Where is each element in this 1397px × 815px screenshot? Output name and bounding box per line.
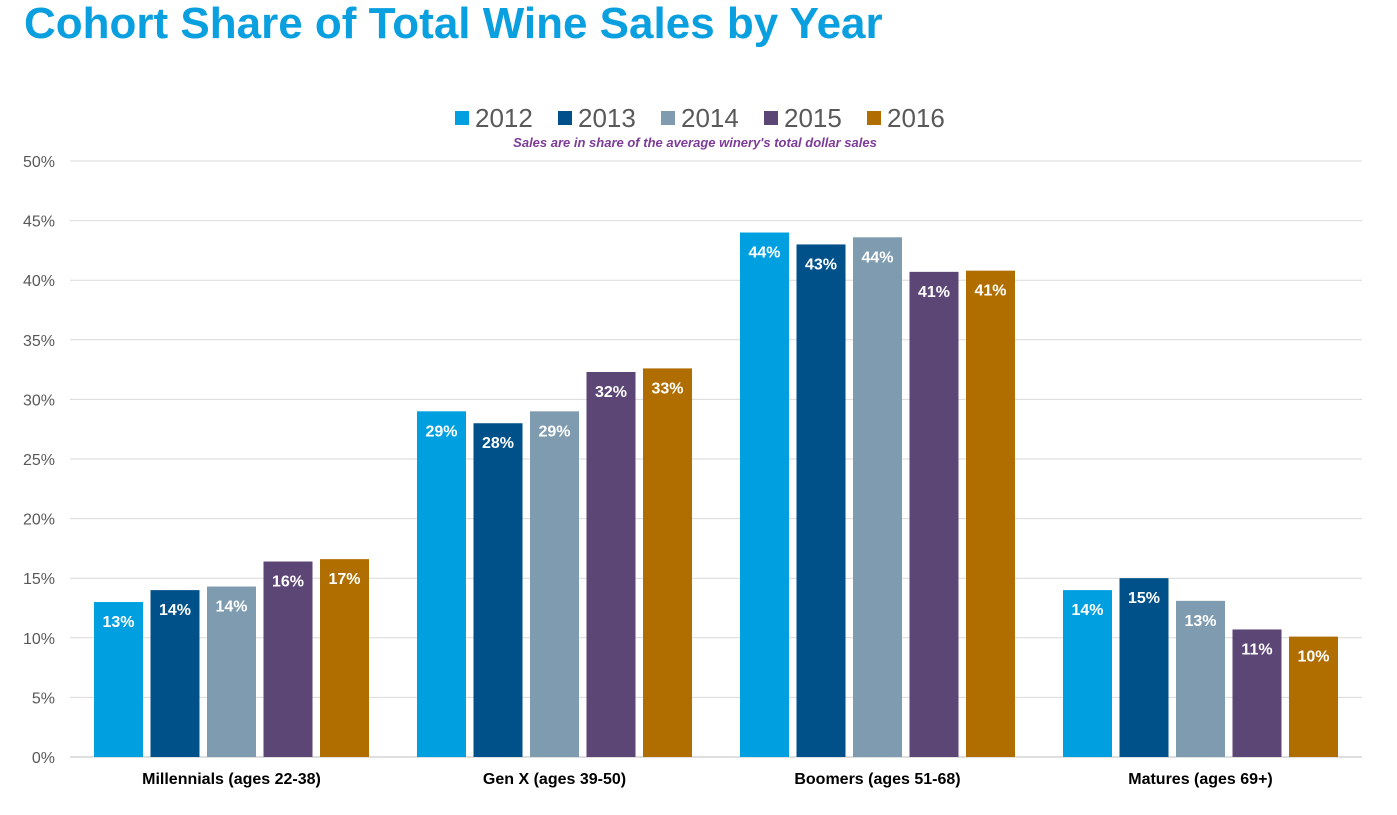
x-axis: Millennials (ages 22-38) Gen X (ages 39-5… — [142, 771, 1273, 788]
data-label: 29% — [425, 423, 457, 440]
bar-2015 — [909, 271, 959, 757]
bar-2016 — [966, 270, 1015, 757]
legend-label: 2016 — [887, 103, 945, 133]
data-label: 14% — [215, 599, 247, 616]
legend-swatch — [558, 111, 572, 125]
legend-label: 2013 — [578, 103, 636, 133]
chart-subtitle: Sales are in share of the average winery… — [513, 135, 877, 150]
data-label: 11% — [1241, 641, 1272, 658]
bar-2015 — [1232, 629, 1282, 757]
page-title: Cohort Share of Total Wine Sales by Year — [24, 0, 883, 48]
legend-label: 2015 — [784, 103, 842, 133]
y-tick-label: 25% — [23, 452, 55, 469]
data-label: 44% — [861, 249, 893, 266]
bar-2013 — [1119, 578, 1169, 757]
y-tick-label: 40% — [23, 273, 55, 290]
bar-2014 — [853, 237, 902, 758]
y-tick-label: 20% — [23, 512, 55, 529]
bar-2012 — [417, 411, 466, 757]
data-label: 44% — [748, 245, 780, 262]
data-label: 13% — [1184, 613, 1216, 630]
bar-2016 — [1289, 636, 1338, 757]
y-tick-label: 10% — [23, 631, 55, 648]
bar-2014 — [207, 586, 256, 757]
data-label: 16% — [272, 574, 304, 591]
bar-2016 — [643, 368, 692, 757]
data-label: 41% — [918, 284, 950, 301]
legend: 2012 2013 2014 2015 2016 — [455, 103, 945, 133]
x-tick-label: Gen X (ages 39-50) — [483, 771, 626, 788]
y-tick-label: 0% — [32, 750, 55, 767]
data-label: 14% — [1071, 602, 1103, 619]
data-label: 41% — [974, 283, 1006, 300]
bar-2015 — [586, 371, 636, 757]
bar-2012 — [740, 232, 789, 757]
legend-label: 2012 — [475, 103, 533, 133]
y-tick-label: 45% — [23, 214, 55, 231]
bar-2015 — [263, 561, 313, 757]
y-tick-label: 30% — [23, 392, 55, 409]
data-label: 10% — [1297, 649, 1329, 666]
data-label: 17% — [328, 571, 360, 588]
y-tick-label: 5% — [32, 690, 55, 707]
bar-2012 — [94, 602, 143, 757]
legend-swatch — [764, 111, 778, 125]
data-label: 15% — [1128, 590, 1160, 607]
y-tick-label: 15% — [23, 571, 55, 588]
data-label: 28% — [482, 435, 514, 452]
bar-2013 — [473, 423, 523, 757]
legend-label: 2014 — [681, 103, 739, 133]
bar-2014 — [530, 411, 579, 757]
legend-swatch — [867, 111, 881, 125]
data-label: 14% — [159, 602, 191, 619]
data-label: 32% — [595, 384, 627, 401]
bar-2013 — [796, 244, 846, 757]
x-tick-label: Millennials (ages 22-38) — [142, 771, 321, 788]
y-tick-label: 35% — [23, 333, 55, 350]
data-label: 29% — [538, 423, 570, 440]
x-tick-label: Boomers (ages 51-68) — [794, 771, 960, 788]
y-axis: 0% 5% 10% 15% 20% 25% 30% 35% 40% 45% 50% — [23, 154, 55, 767]
bars: 13% 14% 14% 16% 17% 29% 28% 29% 32% 33% 44% 43% 44% 4… — [94, 232, 1338, 758]
legend-swatch — [661, 111, 675, 125]
bar-2013 — [150, 590, 200, 757]
data-label: 43% — [805, 256, 837, 273]
bar-2012 — [1063, 590, 1112, 757]
data-label: 13% — [102, 614, 134, 631]
bar-2014 — [1176, 600, 1225, 757]
x-tick-label: Matures (ages 69+) — [1128, 771, 1273, 788]
legend-swatch — [455, 111, 469, 125]
y-tick-label: 50% — [23, 154, 55, 171]
bar-2016 — [320, 559, 369, 757]
data-label: 33% — [651, 380, 683, 397]
